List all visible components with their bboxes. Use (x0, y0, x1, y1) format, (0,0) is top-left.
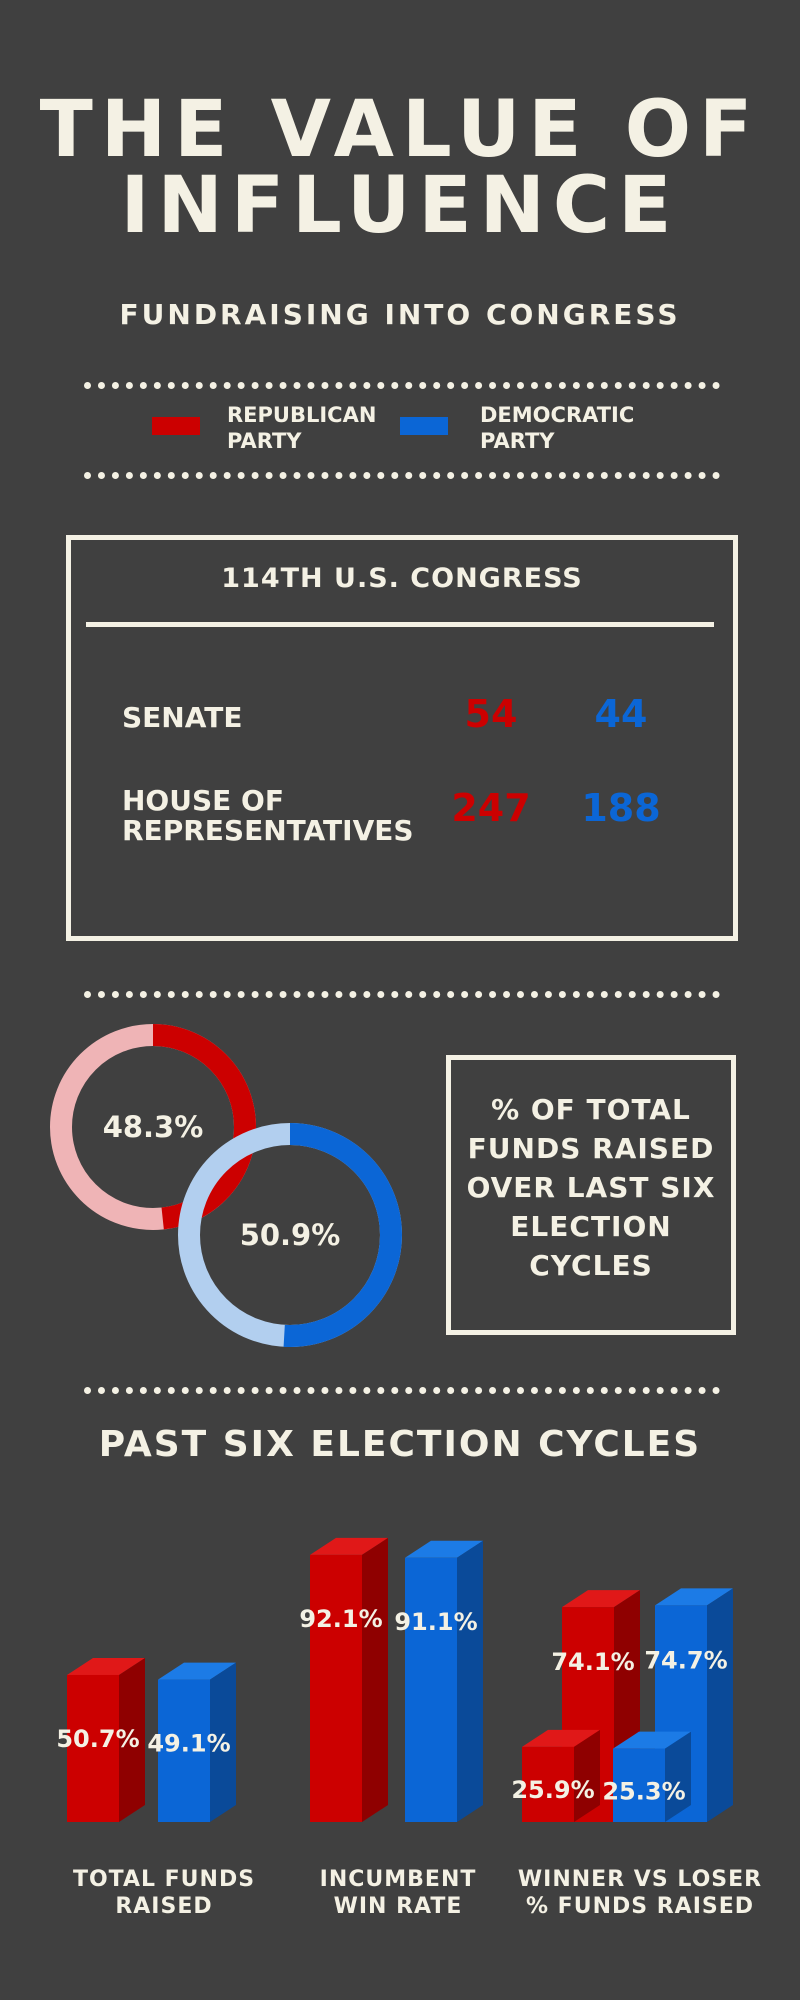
legend-democratic-line2: PARTY (480, 429, 555, 453)
senate-label: SENATE (122, 701, 243, 734)
category-incumbent-line1: INCUMBENT (319, 1867, 477, 1892)
bar-2-3-democratic (613, 1748, 665, 1822)
congress-box (66, 535, 738, 941)
funds-donut-chart: 48.3% 50.9% (50, 1024, 402, 1347)
bar-0-0-republican-top (67, 1657, 145, 1675)
funds-note-line2: FUNDS RAISED (467, 1132, 715, 1165)
divider-middle (84, 991, 720, 998)
legend-republican-line2: PARTY (227, 429, 302, 453)
bar-0-1-democratic-side (210, 1662, 236, 1822)
title-line-1: THE VALUE OF (39, 85, 761, 175)
senate-republican-count: 54 (464, 692, 518, 736)
bar-2-0-republican-label: 74.1% (551, 1648, 634, 1676)
bar-2-1-democratic-side (707, 1588, 733, 1822)
legend-republican-swatch (152, 417, 200, 435)
bar-2-2-republican-side (574, 1729, 600, 1822)
bar-0-0-republican-label: 50.7% (56, 1725, 139, 1753)
category-label-incumbent: INCUMBENT WIN RATE (278, 1866, 518, 1920)
page-subtitle: FUNDRAISING INTO CONGRESS (119, 298, 681, 331)
divider-legend-bottom (84, 472, 720, 479)
bar-0-0-republican (67, 1674, 119, 1822)
legend-democratic-label: DEMOCRATIC PARTY (480, 402, 634, 454)
house-label-line1: HOUSE OF (122, 784, 284, 817)
bar-1-1-democratic (405, 1557, 457, 1822)
page-title: THE VALUE OF INFLUENCE (0, 85, 800, 251)
house-label: HOUSE OF REPRESENTATIVES (122, 786, 414, 846)
republican-donut-slice (50, 1024, 256, 1230)
category-total-funds-line1: TOTAL FUNDS (72, 1867, 256, 1892)
bar-2-2-republican-label: 25.9% (511, 1776, 594, 1804)
category-total-funds-line2: RAISED (115, 1894, 213, 1919)
house-republican-count: 247 (451, 786, 531, 830)
bar-1-1-democratic-top (405, 1540, 483, 1558)
bar-2-3-democratic-label: 25.3% (602, 1778, 685, 1806)
bar-1-1-democratic-label: 91.1% (394, 1608, 477, 1636)
title-line-2: INFLUENCE (120, 161, 680, 251)
bar-0-1-democratic-label: 49.1% (147, 1730, 230, 1758)
bar-1-0-republican-top (310, 1537, 388, 1555)
bar-1-0-republican-label: 92.1% (299, 1605, 382, 1633)
funds-note-line5: CYCLES (529, 1249, 653, 1282)
legend-republican-label: REPUBLICAN PARTY (227, 402, 376, 454)
bar-2-2-republican (522, 1746, 574, 1822)
bar-2-1-democratic-top (655, 1588, 733, 1606)
congress-title: 114TH U.S. CONGRESS (221, 563, 583, 594)
congress-title-rule (86, 622, 714, 627)
bar-2-3-democratic-side (665, 1731, 691, 1822)
funds-note-line4: ELECTION (510, 1210, 672, 1243)
funds-note-text: % OF TOTAL FUNDS RAISED OVER LAST SIX EL… (446, 1090, 736, 1285)
bar-1-1-democratic-side (457, 1540, 483, 1822)
funds-note-line3: OVER LAST SIX (466, 1171, 716, 1204)
cycles-bar-chart: 50.7% 49.1% 92.1% 91.1% 74.1% 74.7% 25.9% 25.3% (56, 1537, 733, 1822)
divider-bars (84, 1387, 720, 1394)
category-label-total-funds: TOTAL FUNDS RAISED (44, 1866, 284, 1920)
bar-0-1-democratic (158, 1679, 210, 1822)
category-label-winner-loser: WINNER VS LOSER % FUNDS RAISED (510, 1866, 770, 1920)
house-democratic-count: 188 (581, 786, 661, 830)
legend-democratic-swatch (400, 417, 448, 435)
bar-2-1-democratic-label: 74.7% (644, 1646, 727, 1674)
democratic-donut-slice (178, 1123, 402, 1347)
legend-republican-line1: REPUBLICAN (227, 403, 377, 427)
bar-chart-title: PAST SIX ELECTION CYCLES (98, 1424, 702, 1465)
bar-1-0-republican-side (362, 1537, 388, 1822)
republican-donut-label: 48.3% (103, 1110, 204, 1144)
funds-note-line1: % OF TOTAL (491, 1093, 691, 1126)
funds-note-box (446, 1055, 736, 1335)
house-label-line2: REPRESENTATIVES (122, 814, 414, 847)
democratic-donut-label: 50.9% (240, 1218, 341, 1252)
divider-top (84, 382, 720, 389)
category-winner-loser-line2: % FUNDS RAISED (525, 1894, 755, 1919)
bar-1-0-republican (310, 1554, 362, 1822)
category-incumbent-line2: WIN RATE (333, 1894, 463, 1919)
bar-0-1-democratic-top (158, 1662, 236, 1680)
category-winner-loser-line1: WINNER VS LOSER (517, 1867, 763, 1892)
bar-2-0-republican-top (562, 1590, 640, 1608)
legend-democratic-line1: DEMOCRATIC (480, 403, 635, 427)
bar-2-2-republican-top (522, 1729, 600, 1747)
bar-0-0-republican-side (119, 1657, 145, 1822)
senate-democratic-count: 44 (594, 692, 648, 736)
